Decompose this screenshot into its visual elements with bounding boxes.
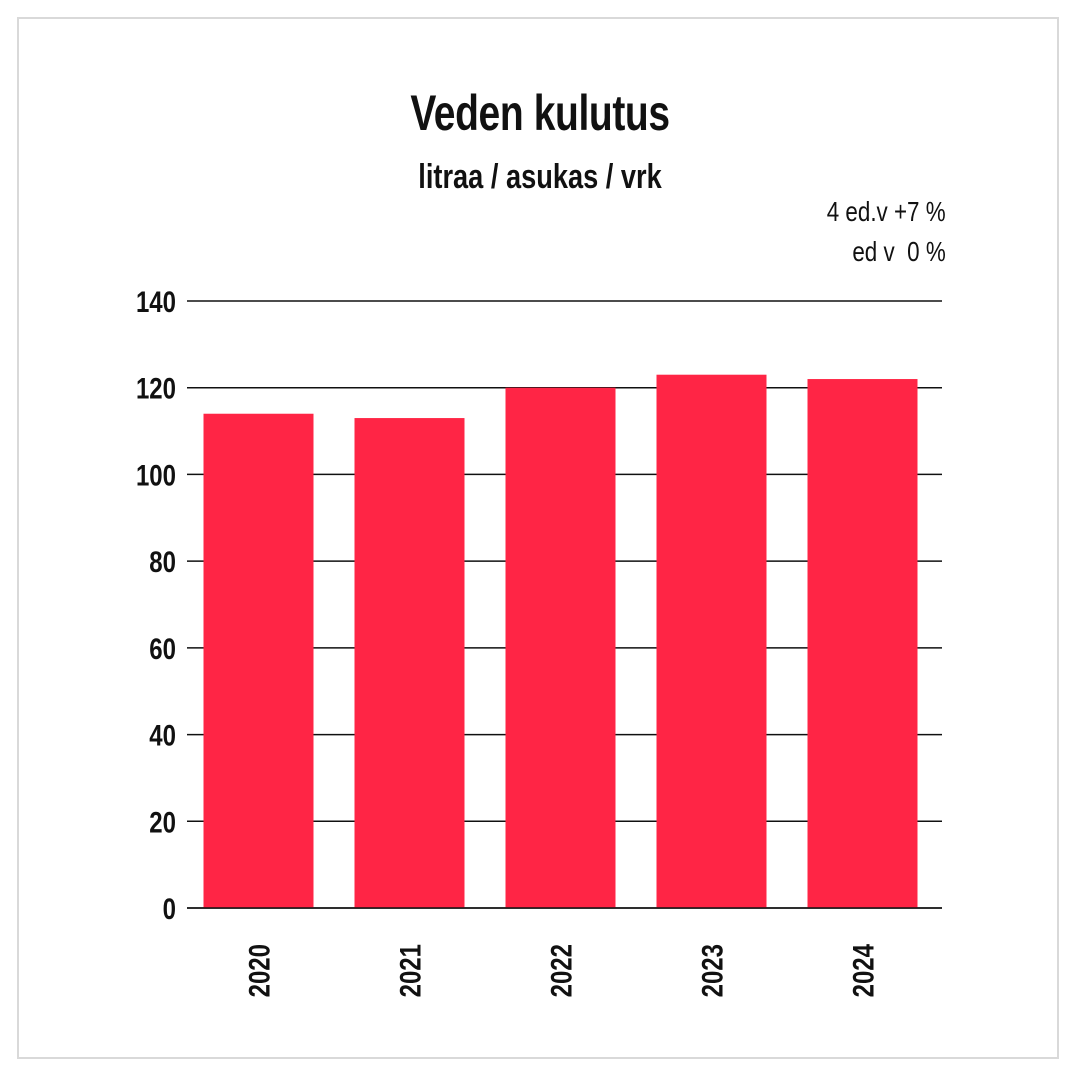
x-tick-label-2020: 2020 — [242, 944, 276, 997]
bar-2020 — [203, 413, 314, 908]
change-annotation-1y: ed v 0 % — [852, 236, 946, 267]
y-tick-label-100: 100 — [136, 458, 176, 492]
y-tick-label-60: 60 — [149, 631, 176, 665]
y-tick-label-80: 80 — [149, 545, 176, 579]
x-tick-label-2021: 2021 — [393, 944, 427, 997]
change-annotation-4y: 4 ed.v +7 % — [827, 196, 946, 227]
bar-2022 — [505, 387, 616, 908]
y-tick-label-0: 0 — [163, 891, 176, 925]
bar-2021 — [354, 418, 465, 908]
chart-title: Veden kulutus — [410, 85, 670, 141]
y-tick-label-20: 20 — [149, 805, 176, 839]
x-tick-label-2024: 2024 — [846, 944, 880, 997]
y-tick-label-140: 140 — [136, 284, 176, 318]
y-tick-label-40: 40 — [149, 718, 176, 752]
bar-2023 — [656, 374, 767, 908]
chart-subtitle: litraa / asukas / vrk — [418, 158, 662, 196]
x-tick-label-2022: 2022 — [544, 944, 578, 997]
bar-2024 — [807, 379, 918, 908]
y-tick-label-120: 120 — [136, 371, 176, 405]
x-tick-label-2023: 2023 — [695, 944, 729, 997]
